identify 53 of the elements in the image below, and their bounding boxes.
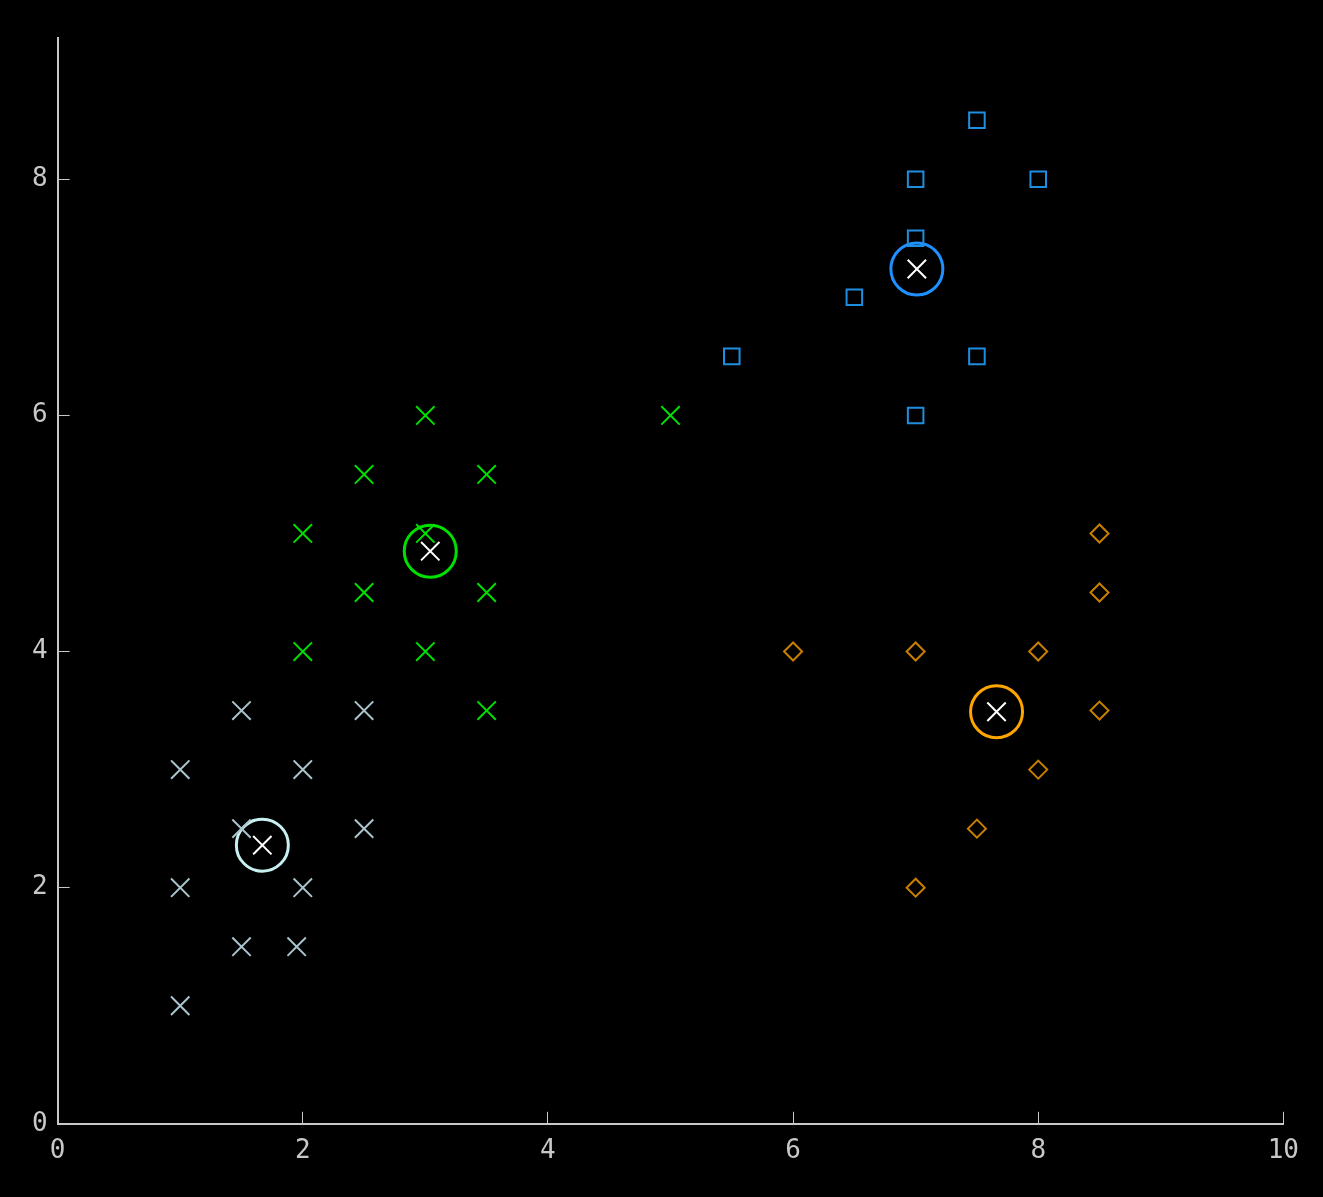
point xyxy=(170,759,191,780)
y-tick-label: 6 xyxy=(32,398,48,429)
point xyxy=(353,582,375,603)
point xyxy=(292,523,313,544)
point xyxy=(292,877,313,898)
point xyxy=(286,936,307,957)
point xyxy=(660,405,681,426)
point xyxy=(889,241,945,297)
point xyxy=(415,523,436,544)
x-tick-label: 8 xyxy=(1030,1134,1047,1165)
point xyxy=(1028,759,1049,780)
point xyxy=(402,523,458,579)
point xyxy=(476,464,497,485)
point xyxy=(231,936,252,957)
point xyxy=(292,641,313,662)
point xyxy=(906,170,925,189)
point xyxy=(476,582,497,603)
point xyxy=(1089,523,1110,544)
y-tick-label: 2 xyxy=(32,870,48,901)
point xyxy=(906,229,925,248)
point xyxy=(1089,700,1110,721)
point xyxy=(170,995,191,1016)
x-tick-label: 10 xyxy=(1267,1134,1299,1165)
point xyxy=(353,464,375,485)
point xyxy=(231,700,252,721)
point xyxy=(415,641,436,662)
point xyxy=(476,700,497,721)
x-tick-label: 2 xyxy=(294,1134,311,1165)
point xyxy=(353,700,375,721)
x-tick-label: 4 xyxy=(540,1134,556,1165)
point xyxy=(170,877,191,898)
point xyxy=(415,405,436,426)
y-tick-label: 4 xyxy=(32,634,48,665)
y-tick-label: 0 xyxy=(32,1106,48,1137)
point xyxy=(968,111,986,130)
point xyxy=(231,818,252,839)
point xyxy=(723,347,741,366)
point xyxy=(969,684,1025,740)
point xyxy=(292,759,313,780)
point xyxy=(968,347,986,366)
point xyxy=(234,817,290,873)
point xyxy=(353,818,375,839)
point xyxy=(906,406,925,425)
point xyxy=(845,288,864,307)
point xyxy=(905,641,926,662)
point xyxy=(966,818,987,839)
point xyxy=(1028,641,1049,662)
point xyxy=(1089,582,1110,603)
point xyxy=(783,641,804,662)
x-tick-label: 6 xyxy=(785,1134,801,1165)
y-tick-label: 8 xyxy=(32,162,48,193)
point xyxy=(1029,170,1047,189)
point xyxy=(905,877,926,898)
